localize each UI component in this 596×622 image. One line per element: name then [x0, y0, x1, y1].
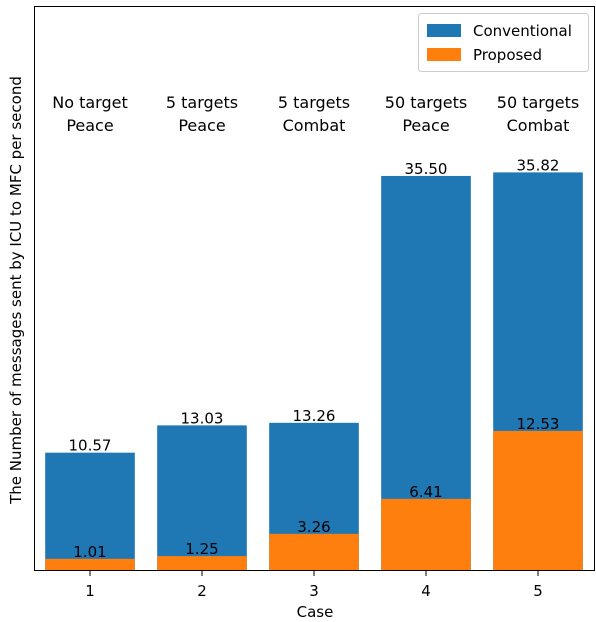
x-tick-label-5: 5	[533, 582, 543, 600]
data-label-conventional-4: 35.50	[405, 160, 448, 178]
case-label-1-line-1: No target	[52, 93, 128, 112]
bar-proposed-2	[157, 556, 247, 570]
case-label-4-line-2: Peace	[402, 116, 449, 135]
data-label-proposed-2: 1.25	[185, 540, 218, 558]
legend-swatch-conventional	[427, 24, 461, 37]
data-label-conventional-2: 13.03	[181, 409, 224, 427]
bar-conventional-2	[157, 425, 247, 570]
x-tick-label-1: 1	[85, 582, 95, 600]
x-tick-label-4: 4	[421, 582, 431, 600]
data-label-conventional-3: 13.26	[293, 407, 336, 425]
case-label-2-line-1: 5 targets	[166, 93, 238, 112]
bar-conventional-1	[45, 452, 135, 570]
legend: Conventional Proposed	[418, 13, 589, 72]
x-tick-label-2: 2	[197, 582, 207, 600]
case-label-2-line-2: Peace	[178, 116, 225, 135]
x-axis-label: Case	[297, 603, 334, 621]
legend-label-conventional: Conventional	[473, 22, 572, 40]
case-label-5-line-2: Combat	[507, 116, 570, 135]
data-label-proposed-3: 3.26	[297, 518, 330, 536]
legend-label-proposed: Proposed	[473, 46, 542, 64]
data-label-conventional-5: 35.82	[517, 156, 560, 174]
y-axis-label: The Number of messages sent by ICU to MF…	[7, 76, 25, 505]
case-labels-layer: No target Peace 5 targets Peace 5 targets Com…	[52, 93, 579, 135]
bars-layer: 10.57 1.01 13.03 1.25 13.26 3.26 35.50 6.41 35.8…	[45, 156, 583, 570]
data-label-proposed-1: 1.01	[73, 543, 106, 561]
bar-proposed-3	[269, 533, 359, 570]
case-label-5-line-1: 50 targets	[497, 93, 579, 112]
case-label-4-line-1: 50 targets	[385, 93, 467, 112]
x-tick-label-3: 3	[309, 582, 319, 600]
bar-proposed-1	[45, 558, 135, 570]
x-axis-ticks: 1 2 3 4 5	[85, 570, 543, 600]
case-label-3-line-1: 5 targets	[278, 93, 350, 112]
data-label-proposed-4: 6.41	[409, 483, 442, 501]
legend-swatch-proposed	[427, 48, 461, 61]
bar-proposed-4	[381, 498, 471, 570]
case-label-1-line-2: Peace	[66, 116, 113, 135]
bar-proposed-5	[493, 430, 583, 570]
data-label-conventional-1: 10.57	[69, 437, 112, 455]
data-label-proposed-5: 12.53	[517, 415, 560, 433]
case-label-3-line-2: Combat	[283, 116, 346, 135]
